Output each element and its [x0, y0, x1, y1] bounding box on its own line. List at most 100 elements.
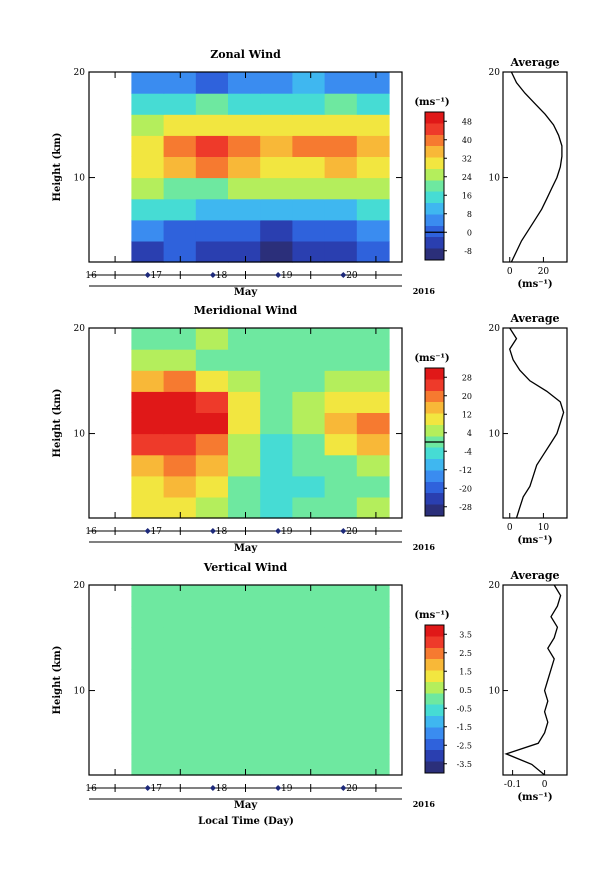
heatmap-field [131, 72, 390, 263]
colorbar [424, 624, 445, 774]
heatmap-cell [324, 606, 358, 628]
heatmap-cell [131, 711, 165, 734]
profile-y-tick-label: 20 [489, 324, 501, 334]
heatmap-cell [195, 156, 229, 179]
colorbar-tick-label: -20 [459, 484, 472, 493]
date-tick-label: 17 [151, 271, 163, 281]
heatmap-cell [228, 690, 261, 713]
heatmap-cell [260, 690, 293, 713]
date-marker [144, 785, 151, 791]
heatmap-cell [324, 732, 358, 755]
heatmap-cell [195, 433, 229, 456]
heatmap-cell [131, 156, 165, 179]
heatmap-cell [163, 240, 197, 263]
heatmap-cell [324, 753, 358, 776]
heatmap-cell [260, 711, 293, 734]
heatmap-cell [260, 585, 293, 607]
date-tick-label: 20 [346, 784, 358, 794]
profile-line [510, 71, 563, 263]
y-tick-label: 20 [74, 68, 86, 78]
profile-x-tick-label: 0 [542, 780, 548, 790]
heatmap-cell [356, 690, 390, 713]
heatmap-cell [356, 475, 390, 498]
profile-xlabel: (ms⁻¹) [517, 279, 552, 290]
heatmap-cell [163, 433, 197, 456]
heatmap-cell [131, 753, 165, 776]
heatmap-cell [131, 114, 165, 136]
heatmap-cell [131, 135, 165, 157]
heatmap-cell [260, 177, 293, 200]
heatmap-cell [292, 711, 326, 734]
heatmap-cell [292, 648, 326, 670]
heatmap-cell [163, 198, 197, 221]
heatmap-cell [292, 219, 326, 242]
date-tick-label: 16 [85, 271, 97, 281]
heatmap-cell [131, 669, 165, 692]
heatmap-cell [324, 114, 358, 136]
heatmap-cell [324, 156, 358, 179]
heatmap-cell [324, 648, 358, 670]
profile-xlabel: (ms⁻¹) [517, 535, 552, 546]
heatmap-cell [260, 114, 293, 136]
heatmap-cell [131, 496, 165, 519]
heatmap-cell [324, 412, 358, 435]
heatmap-cell [195, 732, 229, 755]
heatmap-cell [356, 114, 390, 136]
heatmap-cell [228, 585, 261, 607]
heatmap-cell [228, 391, 261, 413]
date-tick-label: 17 [151, 527, 163, 537]
year-label: 2016 [413, 799, 436, 809]
date-tick-label: 19 [281, 784, 293, 794]
heatmap-cell [163, 627, 197, 649]
heatmap-cell [292, 370, 326, 392]
y-tick-label: 10 [74, 430, 86, 440]
colorbar-tick-label: 3.5 [459, 630, 472, 639]
heatmap-cell [131, 412, 165, 435]
colorbar-tick-label: -28 [459, 503, 472, 512]
heatmap-cell [228, 606, 261, 628]
heatmap-cell [228, 433, 261, 456]
heatmap-cell [163, 177, 197, 200]
heatmap-cell [260, 135, 293, 157]
heatmap-cell [260, 391, 293, 413]
heatmap-cell [324, 93, 358, 115]
heatmap-cell [131, 72, 165, 94]
month-label: May [234, 287, 259, 298]
heatmap-cell [324, 711, 358, 734]
heatmap-cell [292, 349, 326, 371]
profile-y-tick-label: 10 [489, 430, 501, 440]
colorbar-tick-label: 28 [462, 373, 472, 382]
heatmap-cell [163, 328, 197, 350]
heatmap-cell [195, 496, 229, 519]
heatmap-cell [292, 328, 326, 350]
colorbar-tick-label: 4 [467, 429, 472, 438]
date-marker [275, 785, 282, 791]
colorbar-tick-label: 16 [462, 191, 472, 200]
profile-frame [502, 327, 568, 519]
heatmap-cell [195, 753, 229, 776]
date-tick-label: 17 [151, 784, 163, 794]
y-axis-label: Height (km) [52, 646, 63, 715]
colorbar-tick-label: 0 [467, 228, 472, 237]
heatmap-cell [131, 433, 165, 456]
colorbar-unit: (ms⁻¹) [414, 610, 449, 621]
heatmap-cell [163, 585, 197, 607]
profile-line [504, 584, 562, 776]
profile-x-tick-label: 20 [538, 267, 550, 277]
date-marker [340, 528, 347, 534]
heatmap-cell [292, 606, 326, 628]
heatmap-cell [324, 135, 358, 157]
heatmap-cell [324, 475, 358, 498]
colorbar-tick-label: 1.5 [459, 667, 472, 676]
heatmap-cell [195, 198, 229, 221]
colorbar-unit: (ms⁻¹) [414, 353, 449, 364]
heatmap-cell [228, 72, 261, 94]
heatmap-cell [131, 585, 165, 607]
heatmap-cell [260, 412, 293, 435]
heatmap-cell [131, 454, 165, 477]
heatmap-cell [324, 433, 358, 456]
heatmap-cell [260, 669, 293, 692]
heatmap-cell [195, 240, 229, 263]
heatmap-cell [292, 753, 326, 776]
heatmap-cell [195, 370, 229, 392]
